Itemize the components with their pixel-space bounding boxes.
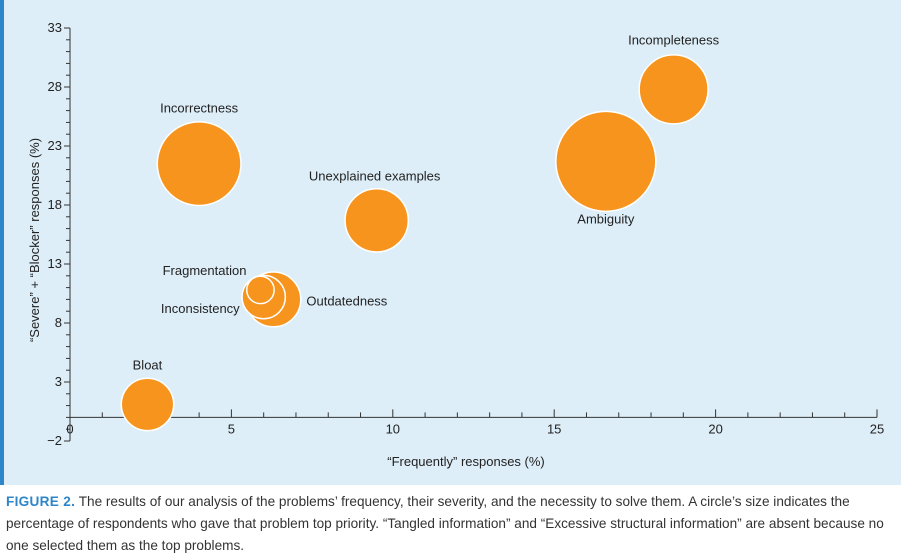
bubble bbox=[638, 54, 709, 125]
bubble bbox=[120, 377, 175, 432]
y-tick-label: −2 bbox=[47, 433, 62, 448]
x-tick-label: 0 bbox=[66, 421, 73, 436]
y-tick-label: 18 bbox=[48, 197, 62, 212]
x-tick-label: 15 bbox=[547, 421, 561, 436]
bubble-label: Incompleteness bbox=[628, 32, 720, 47]
bubble bbox=[246, 275, 275, 305]
bubble bbox=[156, 121, 242, 207]
y-tick-label: 3 bbox=[55, 374, 62, 389]
bubble-label: Fragmentation bbox=[163, 263, 247, 278]
y-tick-label: 28 bbox=[48, 79, 62, 94]
x-tick-label: 25 bbox=[870, 421, 884, 436]
bubble-label: Incorrectness bbox=[160, 101, 239, 116]
bubble-label: Outdatedness bbox=[306, 293, 387, 308]
y-axis-title: “Severe” + “Blocker” responses (%) bbox=[27, 138, 42, 342]
y-tick-label: 23 bbox=[48, 138, 62, 153]
chart-panel: −2 3 8 13 18 23 28 33 0 5 10 15 20 25 Incompleteness A… bbox=[0, 0, 901, 485]
caption-text: The results of our analysis of the probl… bbox=[6, 494, 884, 553]
bubble-label: Unexplained examples bbox=[309, 168, 441, 183]
bubble-label: Inconsistency bbox=[161, 301, 240, 316]
x-tick-label: 10 bbox=[386, 421, 400, 436]
x-axis-title: “Frequently” responses (%) bbox=[387, 454, 545, 469]
y-tick-label: 13 bbox=[48, 256, 62, 271]
axes: −2 3 8 13 18 23 28 33 0 5 10 15 20 25 bbox=[47, 20, 884, 448]
y-tick-label: 8 bbox=[55, 315, 62, 330]
bubble-chart: −2 3 8 13 18 23 28 33 0 5 10 15 20 25 Incompleteness A… bbox=[27, 20, 884, 469]
bubbles bbox=[120, 54, 709, 432]
bubble-label: Ambiguity bbox=[577, 211, 635, 226]
bubble bbox=[555, 110, 657, 213]
bubble bbox=[344, 187, 410, 253]
bubble-labels: Incompleteness Ambiguity Incorrectness Unex… bbox=[133, 32, 720, 372]
bubble-label: Bloat bbox=[133, 357, 163, 372]
figure-caption: FIGURE 2. The results of our analysis of… bbox=[6, 491, 896, 557]
y-tick-label: 33 bbox=[48, 20, 62, 35]
x-tick-label: 5 bbox=[228, 421, 235, 436]
caption-head: FIGURE 2. bbox=[6, 494, 76, 509]
x-tick-label: 20 bbox=[708, 421, 722, 436]
